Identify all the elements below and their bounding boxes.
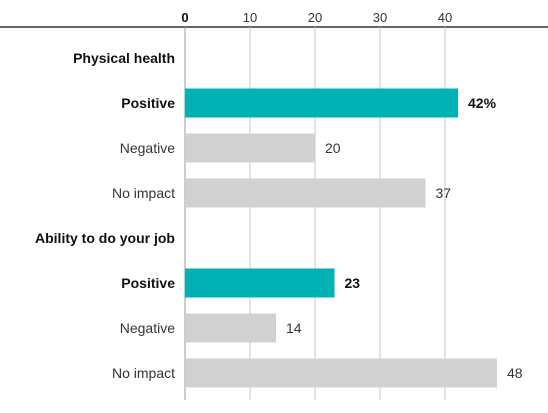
category-label: Negative <box>120 140 175 156</box>
category-label: Positive <box>121 275 175 291</box>
bar <box>185 268 335 298</box>
group-label: Physical health <box>73 50 175 66</box>
x-tick-label: 0 <box>181 10 188 25</box>
x-tick-label: 40 <box>438 10 452 25</box>
x-tick-label: 30 <box>373 10 387 25</box>
value-label: 20 <box>325 140 341 156</box>
bar <box>185 178 426 208</box>
category-label: Negative <box>120 320 175 336</box>
value-label: 37 <box>436 185 452 201</box>
bar <box>185 88 458 118</box>
value-label: 14 <box>286 320 302 336</box>
value-label: 48 <box>507 365 523 381</box>
x-tick-label: 10 <box>243 10 257 25</box>
bar <box>185 358 497 388</box>
group-label: Ability to do your job <box>35 230 175 246</box>
value-label: 42% <box>468 95 497 111</box>
bar <box>185 133 315 163</box>
bar <box>185 313 276 343</box>
category-label: No impact <box>112 185 175 201</box>
value-label: 23 <box>345 275 361 291</box>
category-label: No impact <box>112 365 175 381</box>
category-label: Positive <box>121 95 175 111</box>
x-tick-label: 20 <box>308 10 322 25</box>
